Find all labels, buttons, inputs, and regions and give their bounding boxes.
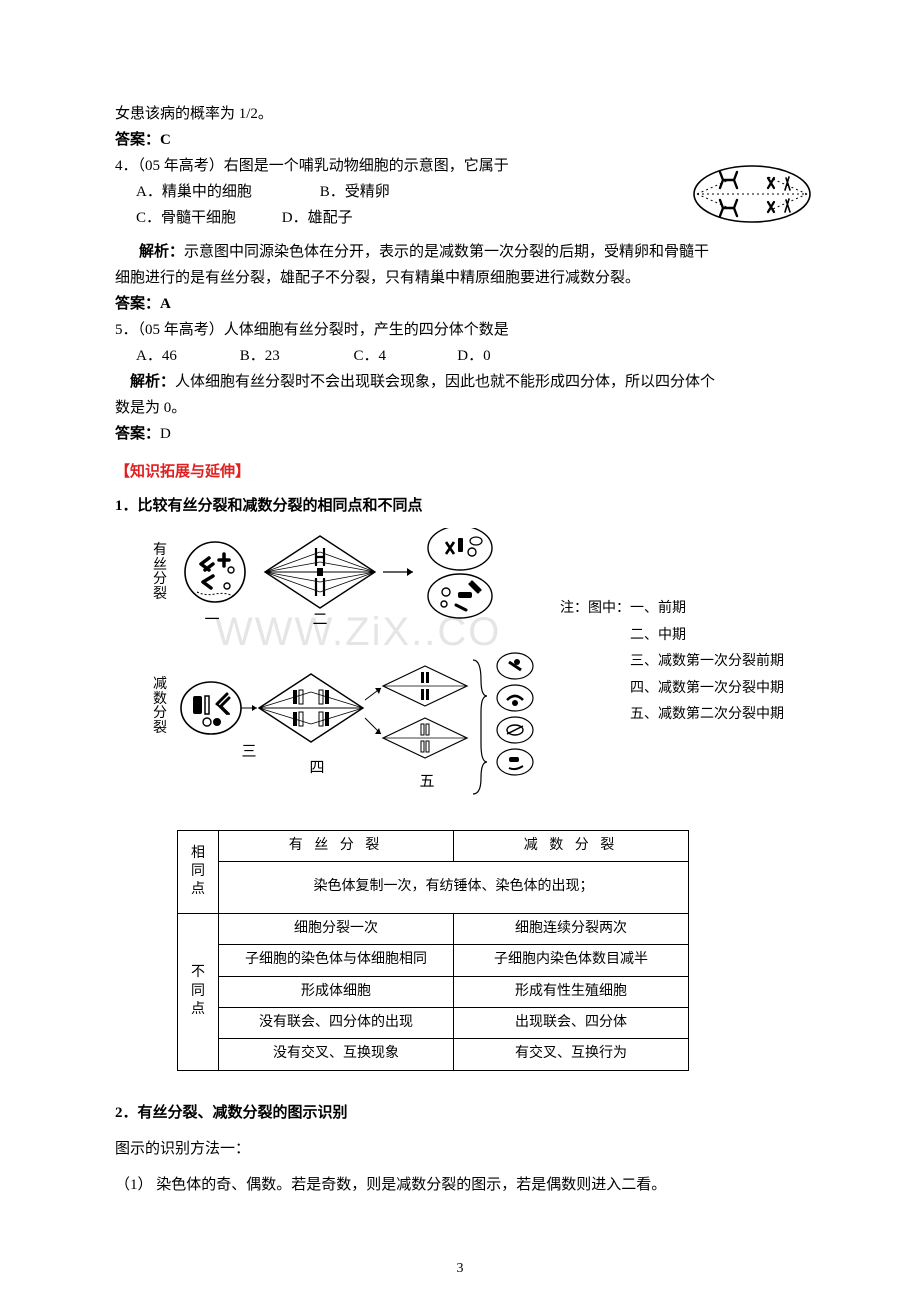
col2-header: 减 数 分 裂 xyxy=(454,831,689,862)
legend-l2: 二、中期 xyxy=(560,623,784,650)
table-row: 没有联会、四分体的出现 出现联会、四分体 xyxy=(178,1007,689,1038)
same-cell: 染色体复制一次，有纺锤体、染色体的出现； xyxy=(219,862,689,913)
diagram-num-5: 五 xyxy=(419,774,434,790)
legend-l4: 四、减数第一次分裂中期 xyxy=(560,676,784,703)
diagram-num-1: 一 xyxy=(204,612,219,628)
diff-b: 细胞连续分裂两次 xyxy=(454,913,689,944)
answer-label: 答案： xyxy=(115,296,160,312)
diagram-num-3: 三 xyxy=(241,744,256,760)
diagram-legend: 注：图中：一、前期 二、中期 三、减数第一次分裂前期 四、减数第一次分裂中期 五… xyxy=(560,596,784,729)
answer-c: 答案：C xyxy=(115,128,805,152)
table-row: 子细胞的染色体与体细胞相同 子细胞内染色体数目减半 xyxy=(178,945,689,976)
q4-choice-b: B．受精卵 xyxy=(320,180,390,204)
analysis-label: 解析： xyxy=(139,244,184,260)
q4-answer: 答案：A xyxy=(115,292,805,316)
q4-analysis-l1: 解析：示意图中同源染色体在分开，表示的是减数第一次分裂的后期，受精卵和骨髓干 xyxy=(115,240,805,264)
answer-value: D xyxy=(160,426,171,442)
method-item-1: （1） 染色体的奇、偶数。若是奇数，则是减数分裂的图示，若是偶数则进入二看。 xyxy=(115,1173,805,1197)
table-row: 染色体复制一次，有纺锤体、染色体的出现； xyxy=(178,862,689,913)
answer-label: 答案： xyxy=(115,426,160,442)
q4-analysis-l2: 细胞进行的是有丝分裂，雄配子不分裂，只有精巢中精原细胞要进行减数分裂。 xyxy=(115,266,805,290)
document-page: 女患该病的概率为 1/2。 答案：C 4．（05 年高考）右图是一个哺乳动物细胞… xyxy=(0,0,920,1302)
q4-choice-d: D．雄配子 xyxy=(282,206,353,230)
diff-b: 子细胞内染色体数目减半 xyxy=(454,945,689,976)
legend-l5: 五、减数第二次分裂中期 xyxy=(560,702,784,729)
rowhead-diff: 不同点 xyxy=(178,913,219,1070)
answer-value: A xyxy=(160,296,171,312)
answer-label: 答案： xyxy=(115,132,160,148)
section-title: 【知识拓展与延伸】 xyxy=(115,460,805,484)
continuation-line: 女患该病的概率为 1/2。 xyxy=(115,102,805,126)
q5-analysis-text1: 人体细胞有丝分裂时不会出现联会现象，因此也就不能形成四分体，所以四分体个 xyxy=(175,374,715,390)
division-diagram-svg: 一 二 三 四 五 xyxy=(145,528,545,808)
diff-b: 有交叉、互换行为 xyxy=(454,1039,689,1070)
table-row: 形成体细胞 形成有性生殖细胞 xyxy=(178,976,689,1007)
diagram-num-2: 二 xyxy=(312,612,327,628)
q5-analysis-l2: 数是为 0。 xyxy=(115,396,805,420)
q5-answer: 答案：D xyxy=(115,422,805,446)
diff-a: 没有联会、四分体的出现 xyxy=(219,1007,454,1038)
label-mitosis: 有丝分裂 xyxy=(153,544,169,603)
page-number: 3 xyxy=(0,1258,920,1280)
rowhead-same: 相同点 xyxy=(178,831,219,914)
diagram-num-4: 四 xyxy=(309,760,324,776)
col1-header: 有 丝 分 裂 xyxy=(219,831,454,862)
cell-schematic-figure xyxy=(690,158,815,230)
legend-l3: 三、减数第一次分裂前期 xyxy=(560,649,784,676)
heading-2: 2．有丝分裂、减数分裂的图示识别 xyxy=(115,1101,805,1125)
q4-choice-a: A．精巢中的细胞 xyxy=(136,180,316,204)
table-row: 相同点 有 丝 分 裂 减 数 分 裂 xyxy=(178,831,689,862)
label-meiosis: 减数分裂 xyxy=(153,678,169,737)
subheading: 图示的识别方法一： xyxy=(115,1137,805,1161)
division-diagram: 一 二 三 四 五 有丝分裂 减数分裂 WWW.ZiX..CO 注：图中：一、前… xyxy=(145,528,805,816)
heading-1: 1．比较有丝分裂和减数分裂的相同点和不同点 xyxy=(115,494,805,518)
diff-a: 没有交叉、互换现象 xyxy=(219,1039,454,1070)
diff-b: 形成有性生殖细胞 xyxy=(454,976,689,1007)
q5-stem: 5．（05 年高考）人体细胞有丝分裂时，产生的四分体个数是 xyxy=(115,318,805,342)
answer-value: C xyxy=(160,132,171,148)
q5-choice-d: D．0 xyxy=(457,344,490,368)
q5-choice-b: B．23 xyxy=(240,344,350,368)
q4-choice-c: C．骨髓干细胞 xyxy=(136,206,278,230)
q5-choices: A．46 B．23 C．4 D．0 xyxy=(115,344,805,368)
table-row: 不同点 细胞分裂一次 细胞连续分裂两次 xyxy=(178,913,689,944)
q5-analysis-l1: 解析：人体细胞有丝分裂时不会出现联会现象，因此也就不能形成四分体，所以四分体个 xyxy=(115,370,805,394)
analysis-label: 解析： xyxy=(130,374,175,390)
q4-analysis-text1: 示意图中同源染色体在分开，表示的是减数第一次分裂的后期，受精卵和骨髓干 xyxy=(184,244,709,260)
q5-choice-a: A．46 xyxy=(136,344,236,368)
table-row: 没有交叉、互换现象 有交叉、互换行为 xyxy=(178,1039,689,1070)
diff-a: 形成体细胞 xyxy=(219,976,454,1007)
q5-choice-c: C．4 xyxy=(354,344,454,368)
legend-head: 注：图中：一、前期 xyxy=(560,596,784,623)
diff-a: 细胞分裂一次 xyxy=(219,913,454,944)
diff-b: 出现联会、四分体 xyxy=(454,1007,689,1038)
comparison-table: 相同点 有 丝 分 裂 减 数 分 裂 染色体复制一次，有纺锤体、染色体的出现；… xyxy=(177,830,689,1071)
diff-a: 子细胞的染色体与体细胞相同 xyxy=(219,945,454,976)
